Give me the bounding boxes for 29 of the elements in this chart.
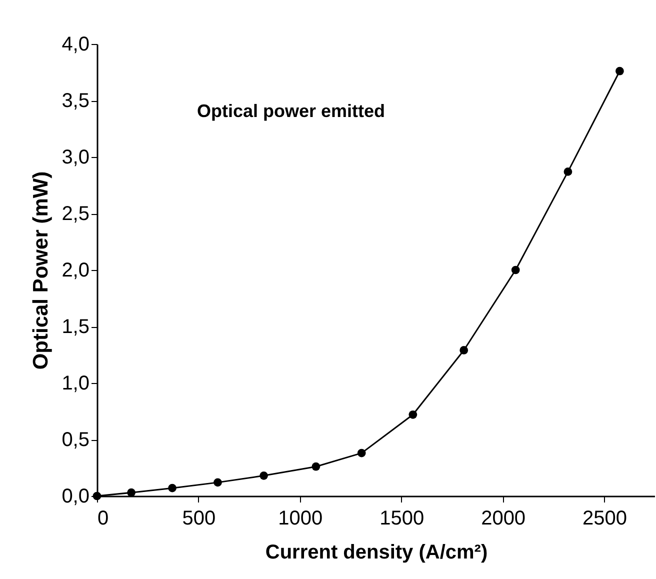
y-tick-label: 4,0 bbox=[62, 34, 90, 56]
annotation: Optical power emitted bbox=[197, 101, 386, 121]
point bbox=[260, 471, 268, 480]
y-tick-label: 2,5 bbox=[62, 203, 90, 225]
point bbox=[460, 346, 468, 354]
point bbox=[168, 484, 176, 492]
x-tick-label: 2000 bbox=[481, 508, 526, 530]
x-tick-label: 1000 bbox=[278, 508, 323, 530]
x-tick-label: 2500 bbox=[582, 508, 628, 530]
x-axis-title: Current density (A/cm²) bbox=[265, 542, 488, 564]
point bbox=[214, 478, 222, 487]
point bbox=[408, 410, 418, 419]
point bbox=[616, 66, 624, 76]
x-tick-label: 0 bbox=[98, 508, 109, 530]
y-tick-label: 0,5 bbox=[62, 429, 90, 451]
point bbox=[511, 266, 520, 274]
y-tick-label: 1,5 bbox=[62, 316, 90, 338]
x-tick-label: 1500 bbox=[380, 508, 424, 530]
x-tick-label: 500 bbox=[182, 508, 216, 530]
point bbox=[127, 488, 136, 497]
y-axis-title: Optical Power (mW) bbox=[30, 171, 53, 370]
y-tick-label: 3,0 bbox=[62, 146, 90, 168]
y-tick-label: 0,0 bbox=[62, 486, 90, 508]
point bbox=[312, 462, 320, 471]
y-tick-label: 1,0 bbox=[62, 372, 90, 394]
y-tick-label: 3,5 bbox=[62, 90, 90, 112]
point bbox=[357, 448, 366, 458]
point bbox=[564, 168, 572, 176]
y-tick-label: 2,0 bbox=[62, 260, 90, 282]
